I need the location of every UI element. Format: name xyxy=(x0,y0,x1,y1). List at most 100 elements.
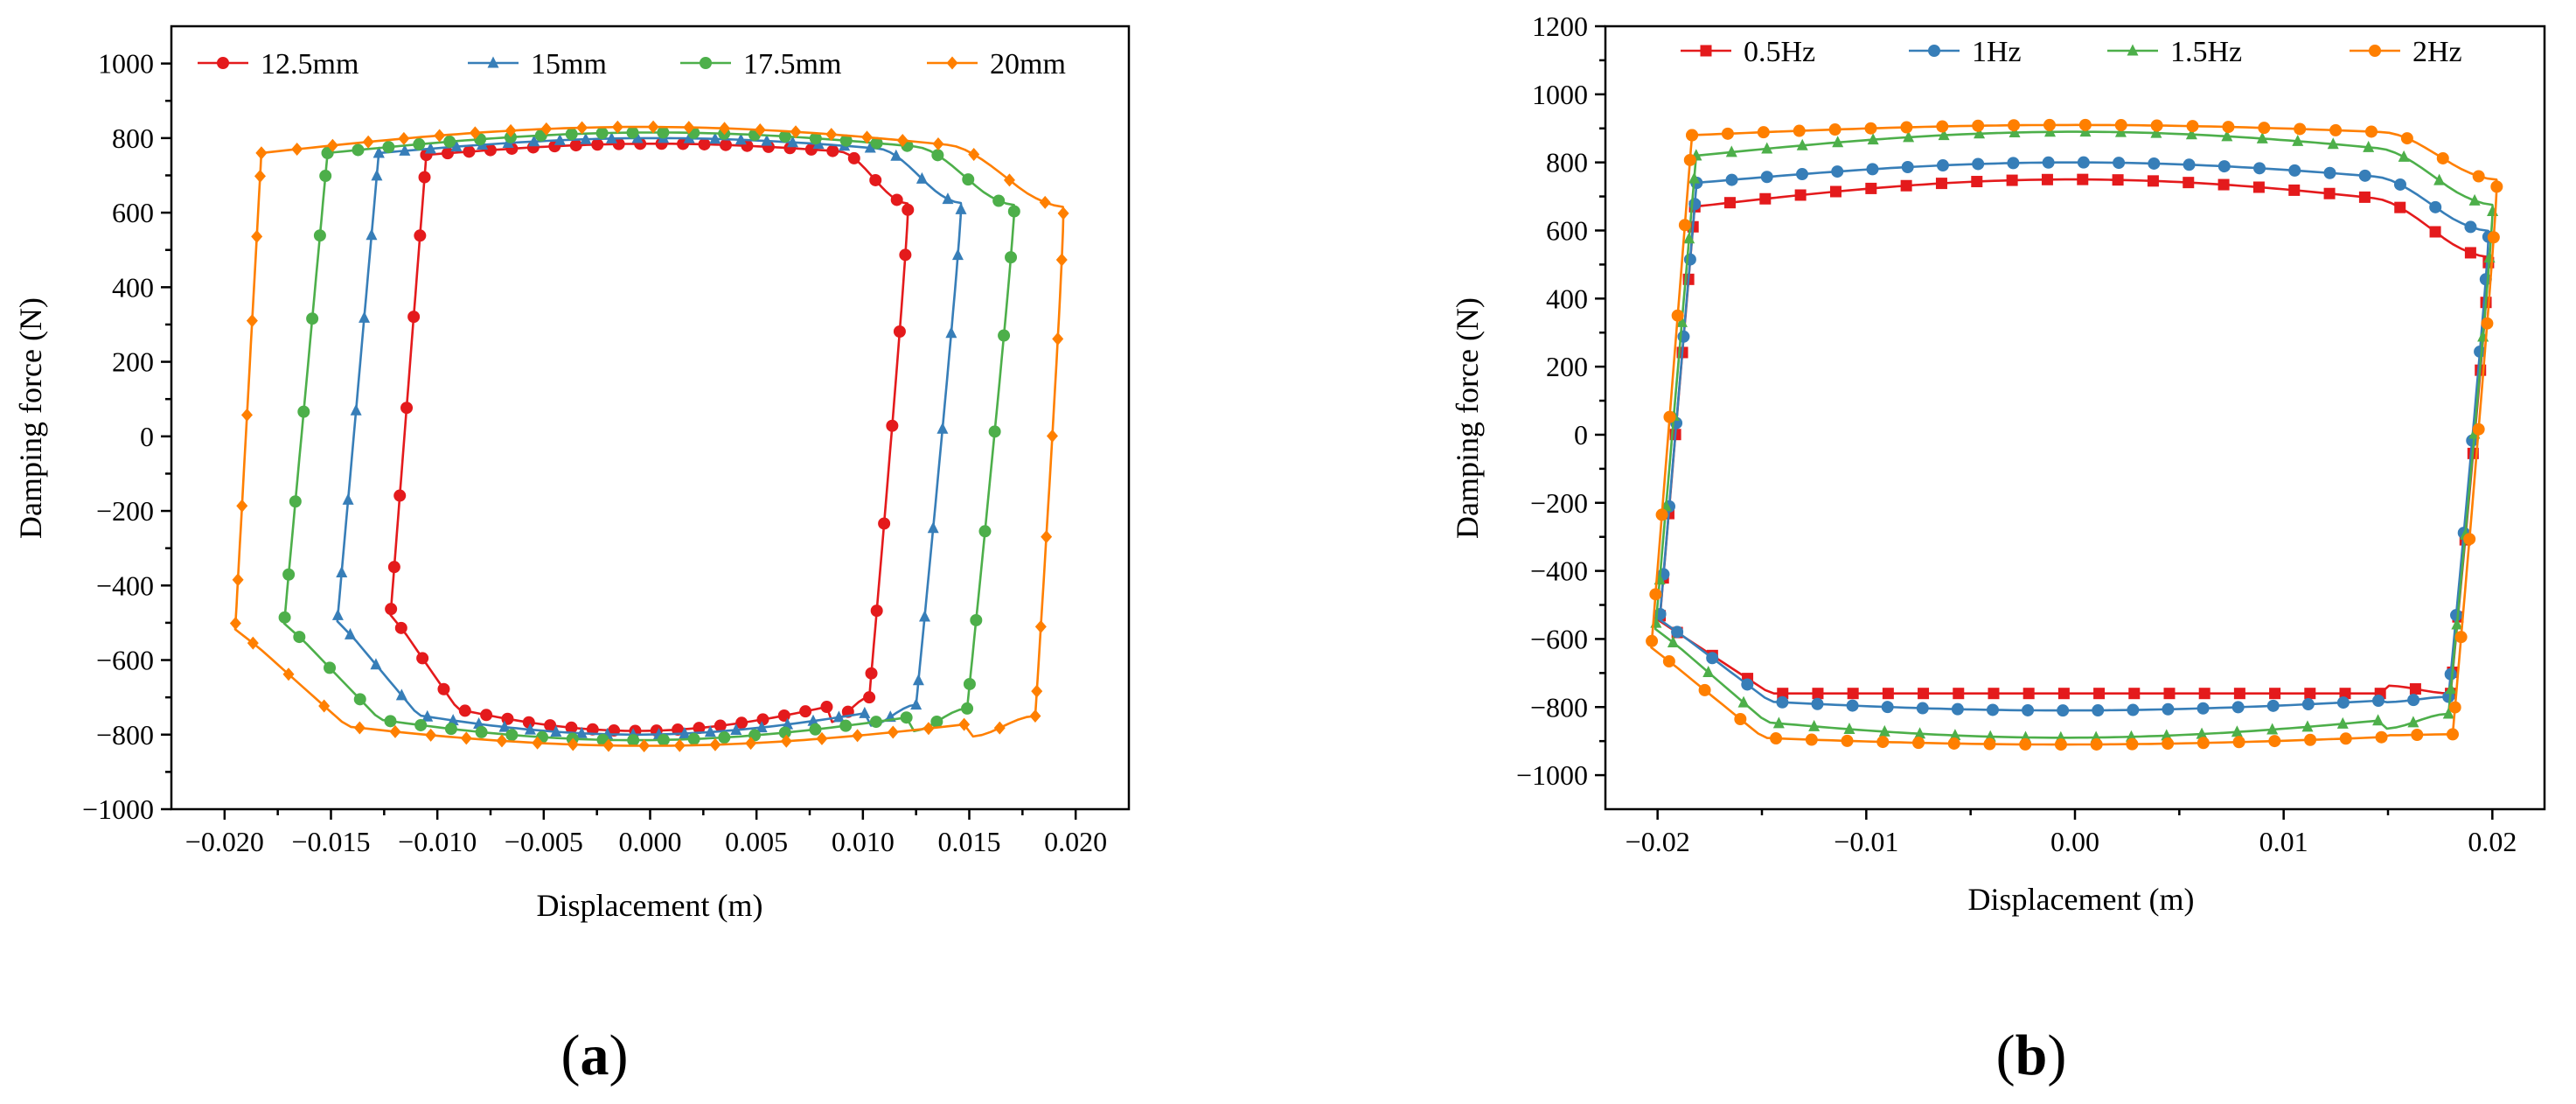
series-marker-a-0-224 xyxy=(400,402,414,415)
series-marker-b-1-188 xyxy=(1846,699,1859,712)
series-marker-a-3-184 xyxy=(460,731,472,745)
series-marker-b-2-204 xyxy=(1702,666,1715,678)
series-marker-b-2-16 xyxy=(1832,136,1844,148)
series-marker-a-1-144 xyxy=(755,721,768,733)
series-marker-a-3-56 xyxy=(754,122,766,136)
series-marker-a-3-64 xyxy=(825,128,838,142)
legend-marker-b-1 xyxy=(1928,45,1940,57)
series-b-0 xyxy=(1654,173,2495,700)
legend-marker-b-3 xyxy=(2369,45,2381,57)
series-marker-b-2-144 xyxy=(2231,725,2243,737)
series-marker-b-3-112 xyxy=(2454,631,2468,644)
series-marker-a-3-160 xyxy=(673,738,686,752)
series-marker-b-1-124 xyxy=(2407,694,2420,707)
series-marker-b-1-4 xyxy=(1725,173,1738,186)
series-marker-a-1-152 xyxy=(704,725,716,737)
series-marker-a-0-84 xyxy=(869,173,882,186)
series-marker-a-0-236 xyxy=(418,171,431,184)
series-marker-b-1-128 xyxy=(2372,695,2385,708)
series-marker-a-2-116 xyxy=(963,677,976,690)
series-marker-a-0-192 xyxy=(480,709,493,722)
series-marker-a-3-20 xyxy=(434,129,446,143)
series-marker-b-3-48 xyxy=(2114,119,2127,132)
series-marker-a-3-120 xyxy=(1029,709,1041,723)
series-marker-b-3-156 xyxy=(2126,737,2139,751)
series-marker-b-1-176 xyxy=(1951,702,1964,716)
series-marker-b-3-176 xyxy=(1947,737,1960,750)
series-marker-b-0-4 xyxy=(1723,197,1736,209)
series-marker-b-1-68 xyxy=(2288,164,2301,177)
legend-marker-b-2 xyxy=(2127,44,2139,56)
series-marker-b-3-28 xyxy=(1936,120,1949,133)
series-marker-b-2-52 xyxy=(2150,126,2162,138)
series-marker-b-3-204 xyxy=(1698,683,1711,696)
panel-label-close-b: ) xyxy=(2047,1024,2066,1087)
y-tick-label-b-5: 0 xyxy=(1574,419,1588,451)
series-marker-a-1-92 xyxy=(955,202,967,214)
series-marker-b-2-48 xyxy=(2114,125,2127,137)
series-marker-b-1-20 xyxy=(1866,163,1879,176)
series-marker-a-3-88 xyxy=(1039,195,1051,209)
series-marker-b-3-124 xyxy=(2411,729,2424,742)
series-marker-b-1-44 xyxy=(2077,156,2090,169)
series-marker-b-3-148 xyxy=(2197,737,2210,750)
series-marker-b-1-40 xyxy=(2042,156,2055,169)
y-tick-label-b-3: −400 xyxy=(1530,555,1588,587)
x-tick-label-a-7: 0.015 xyxy=(938,826,1001,857)
series-marker-a-1-140 xyxy=(782,717,794,730)
series-marker-b-2-132 xyxy=(2336,716,2349,729)
legend-item-b-2: 1.5Hz xyxy=(2107,36,2242,68)
series-marker-a-3-28 xyxy=(505,123,517,137)
series-marker-a-1-108 xyxy=(927,521,939,534)
legend-marker-a-2 xyxy=(700,57,712,69)
series-marker-b-2-236 xyxy=(1688,171,1701,184)
series-marker-a-1-188 xyxy=(473,717,485,730)
series-marker-a-1-116 xyxy=(912,674,924,686)
series-marker-b-0-160 xyxy=(2093,688,2106,700)
series-marker-a-3-80 xyxy=(968,147,980,161)
series-marker-b-3-116 xyxy=(2448,701,2461,714)
series-marker-a-3-32 xyxy=(540,122,553,136)
series-marker-b-1-136 xyxy=(2301,698,2315,711)
series-marker-a-2-156 xyxy=(687,732,700,745)
series-marker-a-1-76 xyxy=(864,141,876,153)
series-marker-b-1-196 xyxy=(1776,695,1789,709)
series-marker-b-3-228 xyxy=(1671,309,1684,322)
series-marker-a-2-104 xyxy=(988,425,1001,438)
series-marker-b-2-228 xyxy=(1675,315,1688,327)
series-marker-b-2-232 xyxy=(1683,232,1695,244)
series-marker-a-0-120 xyxy=(863,691,876,704)
series-marker-a-1-40 xyxy=(631,131,644,143)
series-marker-b-3-44 xyxy=(2078,118,2092,131)
series-marker-b-3-164 xyxy=(2054,738,2067,751)
series-marker-b-2-60 xyxy=(2221,129,2233,142)
series-marker-b-1-204 xyxy=(1706,652,1719,665)
series-marker-b-3-188 xyxy=(1841,734,1854,747)
series-marker-a-3-152 xyxy=(745,737,757,751)
series-marker-b-3-108 xyxy=(2463,533,2476,546)
series-marker-b-2-8 xyxy=(1761,142,1773,154)
series-marker-b-1-192 xyxy=(1811,697,1824,710)
series-marker-b-2-112 xyxy=(2451,618,2463,630)
series-marker-b-2-20 xyxy=(1867,133,1879,145)
series-marker-a-1-240 xyxy=(372,146,385,158)
series-marker-a-2-4 xyxy=(352,143,365,157)
series-marker-b-1-84 xyxy=(2429,200,2442,213)
series-marker-a-0-216 xyxy=(387,561,400,574)
series-marker-b-3-168 xyxy=(2019,737,2032,751)
series-marker-a-3-144 xyxy=(816,731,828,745)
series-marker-a-2-96 xyxy=(1005,251,1018,264)
panel-label-letter-b: b xyxy=(2016,1024,2048,1087)
series-line-b-3 xyxy=(1650,123,2498,746)
legend-label-b-1: 1Hz xyxy=(1972,36,2022,68)
series-marker-a-3-136 xyxy=(887,725,899,739)
series-marker-a-1-36 xyxy=(605,131,617,143)
series-marker-a-3-232 xyxy=(251,229,263,243)
series-marker-a-3-112 xyxy=(1034,619,1047,633)
series-marker-b-3-128 xyxy=(2375,730,2388,744)
series-marker-b-3-36 xyxy=(2008,119,2021,132)
series-marker-a-1-232 xyxy=(366,228,378,241)
series-marker-b-0-48 xyxy=(2112,174,2124,186)
series-marker-a-2-184 xyxy=(475,725,488,738)
